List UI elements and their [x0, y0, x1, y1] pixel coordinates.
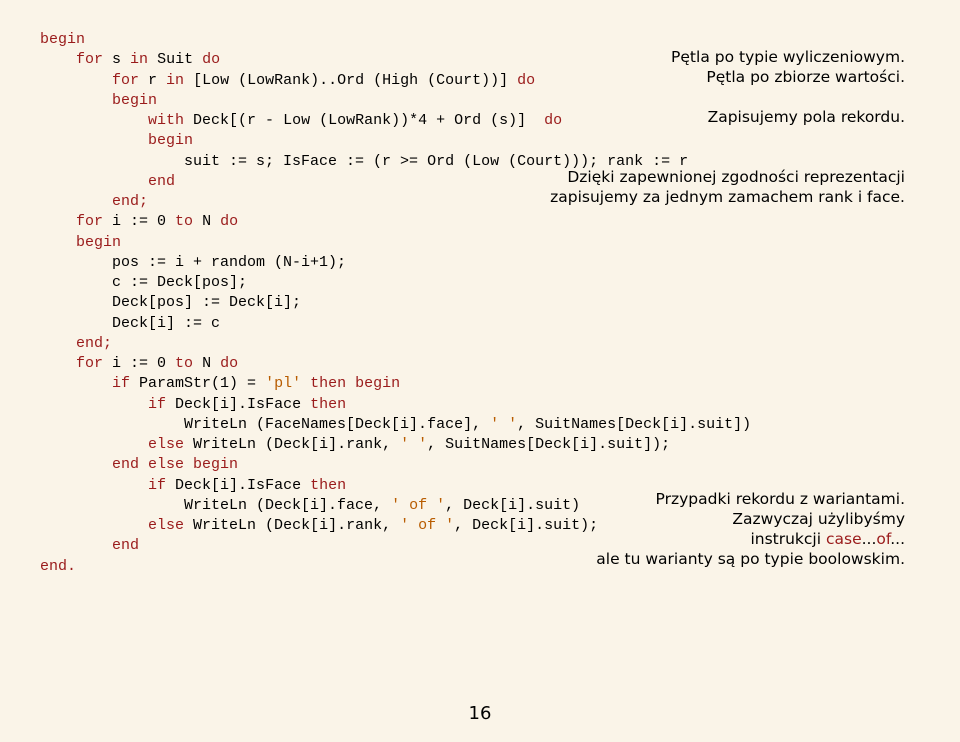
annotation-bool: ale tu warianty są po typie boolowskim.	[596, 550, 905, 568]
annotation-variants: Przypadki rekordu z wariantami.	[656, 490, 905, 508]
annotation-usually: Zazwyczaj użylibyśmy	[732, 510, 905, 528]
annotation-loop-enum: Pętla po typie wyliczeniowym.	[671, 48, 905, 66]
annotation-repr-l1: Dzięki zapewnionej zgodności reprezentac…	[567, 168, 905, 186]
kw-for: for	[76, 51, 103, 68]
kw-begin: begin	[40, 31, 85, 48]
annotation-caseof: instrukcji case...of...	[750, 530, 905, 548]
annotation-loop-range: Pętla po zbiorze wartości.	[706, 68, 905, 86]
annotation-record-fields: Zapisujemy pola rekordu.	[708, 108, 905, 126]
page-number: 16	[0, 703, 960, 724]
annotation-repr-l2: zapisujemy za jednym zamachem rank i fac…	[550, 188, 905, 206]
